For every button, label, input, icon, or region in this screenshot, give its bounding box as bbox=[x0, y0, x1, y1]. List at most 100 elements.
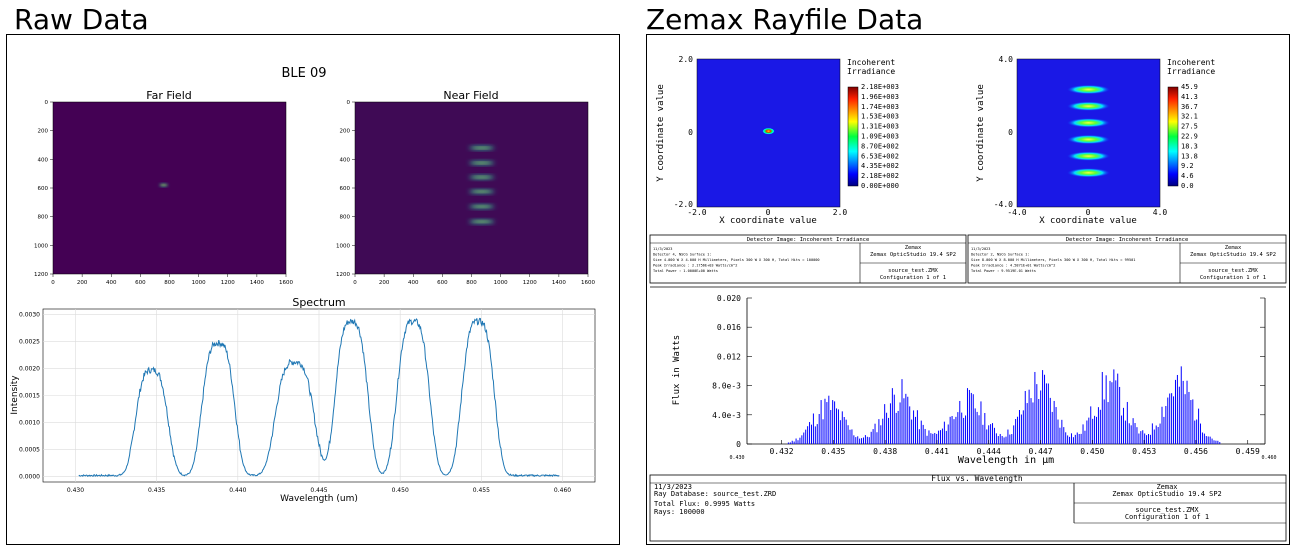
field-x-tick-label: 1200 bbox=[221, 280, 235, 286]
field-x-tick-label: 1400 bbox=[250, 280, 264, 286]
field-spot-core bbox=[472, 146, 491, 149]
field-x-tick-label: 800 bbox=[466, 280, 477, 286]
colorbar-label: 6.53E+002 bbox=[861, 152, 899, 160]
info1-header: Detector Image: Incoherent Irradiance bbox=[747, 237, 870, 243]
figure-title: BLE 09 bbox=[281, 66, 326, 81]
raw-data-panel: BLE 09 Far Field 0 200 400 600 800 1000 1200 14… bbox=[6, 34, 620, 545]
detector-spot bbox=[1067, 101, 1110, 111]
colorbar-label: 1.31E+003 bbox=[861, 123, 899, 131]
field-y-tick-label: 1000 bbox=[34, 243, 48, 249]
detector2-info-box: Detector Image: Incoherent Irradiance 11… bbox=[967, 234, 1287, 284]
info-line: 11/3/2023 bbox=[971, 247, 990, 251]
field-x-tick-label: 0 bbox=[51, 280, 55, 286]
info2-config: Configuration 1 of 1 bbox=[1200, 275, 1266, 281]
spectrum-x-ticks: 0.430 0.435 0.440 0.445 0.450 0.455 0.460 bbox=[67, 487, 571, 494]
field-y-tick-label: 200 bbox=[340, 129, 351, 135]
spectrum-line bbox=[78, 317, 560, 478]
zemax-heading: Zemax Rayfile Data bbox=[646, 3, 924, 36]
near-field-title: Near Field bbox=[443, 89, 498, 102]
near-field-spots bbox=[468, 145, 495, 224]
flux-caption: Flux vs. Wavelength bbox=[931, 474, 1023, 483]
detector-spot bbox=[1067, 84, 1110, 95]
spectrum-y-tick-label: 0.0005 bbox=[19, 447, 40, 454]
flux-x-tick-label: 0.441 bbox=[925, 447, 949, 456]
colorbar-label: 27.5 bbox=[1181, 123, 1198, 131]
d2-ytick-bot: -4.0 bbox=[994, 200, 1013, 209]
detector1-plot: 2.0 0 -2.0 -2.0 0 2.0 X coordinate value… bbox=[656, 55, 899, 226]
flux-xlabel: Wavelength in µm bbox=[958, 455, 1054, 466]
flux-ylabel: Flux in Watts bbox=[672, 335, 682, 405]
info1-lines: 11/3/2023 Detector 4, NSCG Surface 1:Size… bbox=[653, 247, 820, 273]
field-y-tick-label: 0 bbox=[347, 100, 351, 106]
info-line: Total Power : 1.0000E+00 Watts bbox=[653, 269, 718, 273]
spectrum-y-tick-label: 0.0020 bbox=[19, 365, 40, 372]
colorbar-label: 41.3 bbox=[1181, 93, 1198, 101]
flux-x-tick-label: 0.432 bbox=[769, 447, 793, 456]
info-line: Peak Irradiance : 2.1756E+03 Watts/cm^2 bbox=[653, 264, 737, 268]
near-field-x-ticks: 0 200 400 600 800 1000 1200 1400 1600 bbox=[353, 274, 595, 286]
info2-file: source_test.ZMX bbox=[1208, 268, 1258, 274]
field-x-tick-label: 1400 bbox=[552, 280, 566, 286]
d1-colorbar-labels: 2.18E+003 1.96E+003 1.74E+003 1.53E+003 1.31… bbox=[861, 83, 899, 190]
footer-brand-sub: Zemax OpticStudio 19.4 SP2 bbox=[1112, 490, 1222, 498]
d2-ytick-mid: 0 bbox=[1008, 128, 1013, 137]
raw-data-figure: BLE 09 Far Field 0 200 400 600 800 1000 1200 14… bbox=[10, 66, 595, 504]
colorbar-label: 2.18E+002 bbox=[861, 172, 899, 180]
footer-flux: Total Flux: 0.9995 Watts bbox=[654, 500, 755, 508]
spectrum-x-tick-label: 0.455 bbox=[473, 487, 490, 494]
field-y-tick-label: 400 bbox=[38, 157, 49, 163]
spectrum-xlabel: Wavelength (um) bbox=[280, 494, 358, 504]
spectrum-y-tick-label: 0.0030 bbox=[19, 311, 40, 318]
field-x-tick-label: 400 bbox=[408, 280, 419, 286]
flux-y-tick-label: 4.0e-3 bbox=[712, 411, 741, 420]
spectrum-y-tick-label: 0.0025 bbox=[19, 338, 40, 345]
flux-x-tick-label: 0.456 bbox=[1184, 447, 1208, 456]
d1-colorbar bbox=[847, 86, 859, 187]
spectrum-grid bbox=[43, 309, 595, 482]
d2-xlabel: X coordinate value bbox=[1039, 216, 1137, 226]
flux-x-tick-label: 0.459 bbox=[1236, 447, 1260, 456]
d2-legend-title-1: Incoherent bbox=[1167, 58, 1215, 67]
colorbar-label: 0.0 bbox=[1181, 182, 1194, 190]
flux-bars bbox=[787, 366, 1221, 444]
spectrum-title: Spectrum bbox=[292, 296, 345, 309]
flux-footer: 11/3/2023 Ray Database: source_test.ZRD … bbox=[649, 474, 1287, 542]
field-x-tick-label: 1600 bbox=[581, 280, 595, 286]
far-field-plot: 0 200 400 600 800 1000 1200 1400 1600 0 200 400 600… bbox=[34, 100, 293, 286]
info-line: 11/3/2023 bbox=[653, 247, 672, 251]
field-x-tick-label: 400 bbox=[106, 280, 117, 286]
flux-y-ticks: 0.020 0.016 0.012 8.0e-3 4.0e-3 0 bbox=[712, 294, 1265, 449]
far-field-spots bbox=[159, 183, 169, 187]
detector-spot bbox=[1067, 168, 1110, 178]
d2-legend-title-2: Irradiance bbox=[1167, 67, 1215, 76]
field-y-tick-label: 800 bbox=[38, 215, 49, 221]
detector1-spots bbox=[762, 127, 775, 135]
footer-db: Ray Database: source_test.ZRD bbox=[654, 490, 776, 498]
detector-spot bbox=[1067, 134, 1110, 145]
far-field-background bbox=[52, 101, 287, 275]
info-line: Detector 4, NSCG Surface 1: bbox=[653, 253, 711, 257]
field-x-tick-label: 800 bbox=[164, 280, 175, 286]
field-spot-core bbox=[472, 190, 491, 193]
d2-xtick-right: 4.0 bbox=[1153, 208, 1168, 217]
detector-spot bbox=[762, 127, 775, 135]
colorbar-label: 0.00E+000 bbox=[861, 182, 899, 190]
info-line: Total Power : 9.9519E-01 Watts bbox=[971, 269, 1036, 273]
d1-ytick-mid: 0 bbox=[688, 128, 693, 137]
flux-x-ticks: 0.432 0.435 0.438 0.441 0.444 0.447 0.450 0.453… bbox=[769, 440, 1260, 456]
field-x-tick-label: 200 bbox=[379, 280, 390, 286]
colorbar-label: 4.6 bbox=[1181, 172, 1194, 180]
field-y-tick-label: 800 bbox=[340, 215, 351, 221]
d2-xtick-left: -4.0 bbox=[1007, 208, 1026, 217]
field-y-tick-label: 1200 bbox=[34, 272, 48, 278]
spectrum-ylabel: Intensity bbox=[10, 375, 20, 415]
field-y-tick-label: 600 bbox=[38, 186, 49, 192]
field-y-tick-label: 0 bbox=[45, 100, 49, 106]
detector-spot bbox=[1067, 118, 1110, 128]
detector2-ticks: 4.0 0 -4.0 -4.0 0 4.0 bbox=[994, 55, 1168, 217]
flux-y-tick-label: 0.012 bbox=[717, 352, 741, 361]
field-x-tick-label: 1200 bbox=[523, 280, 537, 286]
field-x-tick-label: 200 bbox=[77, 280, 88, 286]
d2-colorbar-labels: 45.9 41.3 36.7 32.1 27.5 22.918.3 13.8 9.2 4.6 0.… bbox=[1181, 83, 1198, 190]
d1-ytick-bot: -2.0 bbox=[674, 200, 693, 209]
